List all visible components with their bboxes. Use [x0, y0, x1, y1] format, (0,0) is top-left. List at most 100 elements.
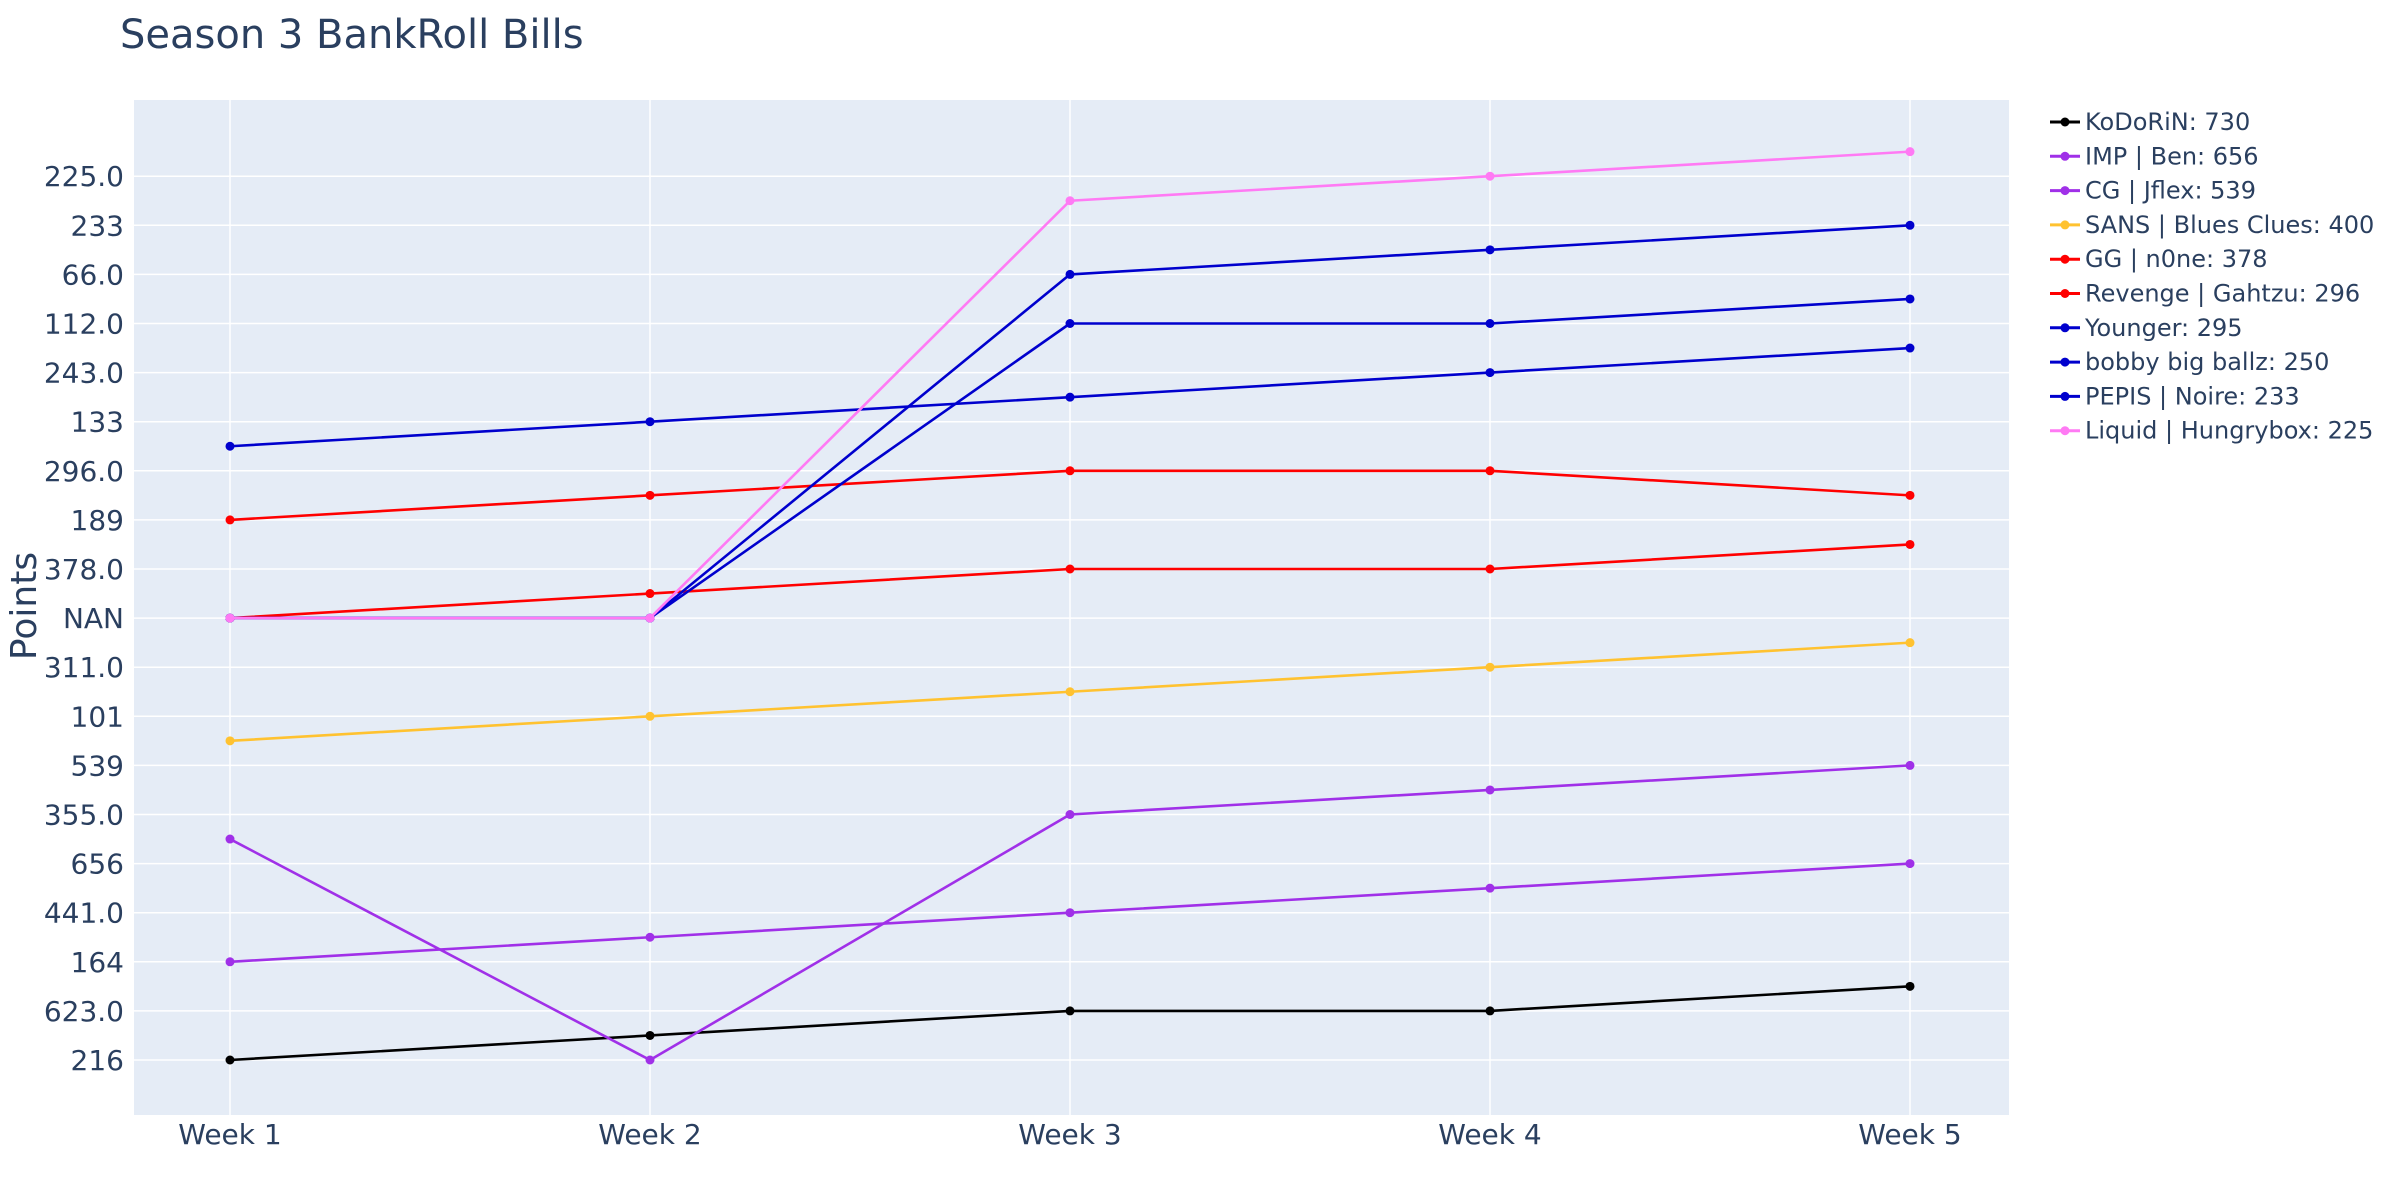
y-tick-label: 378.0: [44, 553, 124, 586]
data-point: [645, 417, 655, 427]
data-point: [1905, 981, 1915, 991]
y-axis-ticks: 216 623.0 164 441.0 656 355.0 539 101 311.0 NAN 37…: [44, 160, 124, 1077]
legend-marker: [2060, 426, 2070, 436]
data-point: [1485, 1006, 1495, 1016]
y-tick-label: 112.0: [44, 308, 124, 341]
legend-label: Liquid | Hungrybox: 225: [2085, 417, 2373, 445]
data-point: [1065, 466, 1075, 476]
legend-label: SANS | Blues Clues: 400: [2085, 211, 2374, 239]
data-point: [645, 711, 655, 721]
data-point: [1485, 245, 1495, 255]
legend-item[interactable]: Revenge | Gahtzu: 296: [2050, 280, 2360, 308]
y-tick-label: 233: [71, 209, 124, 242]
y-axis-title: Points: [4, 552, 45, 660]
legend-label: IMP | Ben: 656: [2085, 142, 2259, 170]
data-point: [225, 834, 235, 844]
legend-item[interactable]: CG | Jflex: 539: [2050, 177, 2256, 205]
data-point: [1905, 760, 1915, 770]
legend-label: KoDoRiN: 730: [2085, 108, 2250, 136]
data-point: [225, 957, 235, 967]
series-5: [225, 539, 1915, 623]
legend[interactable]: KoDoRiN: 730 IMP | Ben: 656 CG | Jflex: 53…: [2050, 108, 2374, 445]
series-7: [225, 343, 1915, 451]
data-point: [645, 490, 655, 500]
legend-label: GG | n0ne: 378: [2085, 245, 2268, 273]
y-tick-label: 355.0: [44, 799, 124, 832]
y-tick-label: NAN: [63, 602, 124, 635]
legend-item[interactable]: Younger: 295: [2050, 314, 2243, 342]
y-tick-label: 539: [71, 749, 124, 782]
legend-item[interactable]: PEPIS | Noire: 233: [2050, 382, 2300, 410]
data-point: [1065, 687, 1075, 697]
data-point: [645, 932, 655, 942]
data-point: [225, 613, 235, 623]
data-point: [1065, 1006, 1075, 1016]
legend-item[interactable]: KoDoRiN: 730: [2050, 108, 2250, 136]
data-point: [1065, 196, 1075, 206]
x-tick-label: Week 5: [1858, 1118, 1961, 1151]
y-tick-label: 311.0: [44, 651, 124, 684]
data-point: [1905, 294, 1915, 304]
series-lines: [225, 147, 1915, 1065]
data-point: [1485, 662, 1495, 672]
legend-item[interactable]: Liquid | Hungrybox: 225: [2050, 417, 2373, 445]
x-tick-label: Week 1: [178, 1118, 281, 1151]
series-3: [225, 760, 1915, 1065]
data-point: [1905, 343, 1915, 353]
data-point: [1485, 883, 1495, 893]
data-point: [1065, 319, 1075, 328]
data-point: [1065, 269, 1075, 279]
legend-marker: [2060, 220, 2070, 230]
legend-label: Younger: 295: [2084, 314, 2243, 342]
data-point: [1065, 810, 1075, 819]
legend-label: bobby big ballz: 250: [2085, 348, 2329, 376]
legend-marker: [2060, 186, 2070, 196]
data-point: [1485, 466, 1495, 476]
y-tick-label: 296.0: [44, 455, 124, 488]
data-point: [645, 1030, 655, 1040]
data-point: [1065, 392, 1075, 402]
y-tick-label: 189: [71, 504, 124, 537]
data-point: [1485, 785, 1495, 795]
data-point: [1905, 490, 1915, 500]
y-tick-label: 216: [71, 1044, 124, 1077]
data-point: [225, 515, 235, 525]
data-point: [1905, 147, 1915, 157]
data-point: [1905, 859, 1915, 869]
x-axis-ticks: Week 1 Week 2 Week 3 Week 4 Week 5: [178, 1118, 1961, 1151]
y-tick-label: 101: [71, 700, 124, 733]
legend-marker: [2060, 254, 2070, 264]
y-tick-label: 225.0: [44, 160, 124, 193]
x-tick-label: Week 3: [1018, 1118, 1121, 1151]
legend-label: CG | Jflex: 539: [2085, 177, 2256, 205]
data-point: [1485, 368, 1495, 378]
data-point: [1485, 171, 1495, 181]
x-tick-label: Week 2: [598, 1118, 701, 1151]
data-point: [1905, 638, 1915, 648]
legend-item[interactable]: SANS | Blues Clues: 400: [2050, 211, 2374, 239]
x-tick-label: Week 4: [1438, 1118, 1541, 1151]
series-4: [225, 638, 1915, 746]
data-point: [1065, 564, 1075, 574]
data-point: [645, 613, 655, 623]
data-point: [1485, 319, 1495, 328]
legend-marker: [2060, 323, 2070, 333]
data-point: [225, 1055, 235, 1065]
data-point: [225, 441, 235, 451]
series-10: [225, 147, 1915, 623]
data-point: [225, 736, 235, 746]
legend-marker: [2060, 151, 2070, 161]
data-point: [1485, 564, 1495, 574]
legend-item[interactable]: GG | n0ne: 378: [2050, 245, 2268, 273]
legend-item[interactable]: IMP | Ben: 656: [2050, 142, 2259, 170]
legend-label: Revenge | Gahtzu: 296: [2085, 280, 2360, 308]
legend-marker: [2060, 117, 2070, 127]
data-point: [1065, 908, 1075, 918]
data-point: [1905, 220, 1915, 230]
legend-marker: [2060, 289, 2070, 298]
data-point: [645, 589, 655, 599]
series-2: [225, 859, 1915, 967]
y-tick-label: 66.0: [62, 258, 124, 291]
legend-item[interactable]: bobby big ballz: 250: [2050, 348, 2329, 376]
